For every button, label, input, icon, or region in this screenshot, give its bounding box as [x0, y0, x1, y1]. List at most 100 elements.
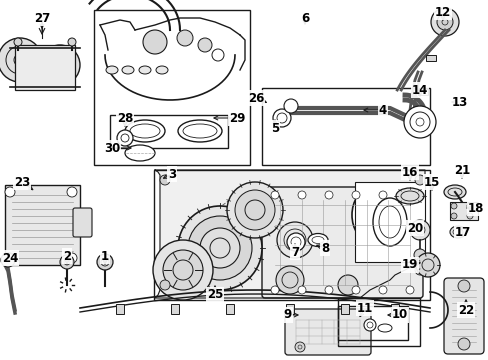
Circle shape — [226, 182, 283, 238]
Circle shape — [405, 286, 413, 294]
Circle shape — [363, 319, 375, 331]
FancyBboxPatch shape — [443, 278, 483, 354]
Text: 16: 16 — [401, 166, 417, 179]
Circle shape — [270, 286, 279, 294]
Bar — [354, 182, 424, 262]
Circle shape — [160, 175, 170, 185]
Circle shape — [97, 254, 113, 270]
Text: 17: 17 — [454, 225, 470, 238]
Ellipse shape — [125, 120, 164, 142]
Circle shape — [414, 265, 424, 275]
Text: 23: 23 — [14, 175, 30, 189]
Text: 27: 27 — [34, 12, 50, 24]
Circle shape — [378, 286, 386, 294]
Circle shape — [117, 130, 133, 146]
Text: 11: 11 — [356, 302, 372, 315]
Circle shape — [40, 45, 80, 85]
Circle shape — [413, 249, 425, 261]
Bar — [262, 88, 429, 165]
Bar — [340, 304, 348, 314]
FancyBboxPatch shape — [73, 208, 92, 237]
Circle shape — [276, 222, 312, 258]
Circle shape — [351, 286, 359, 294]
Circle shape — [270, 191, 279, 199]
Text: 28: 28 — [117, 112, 133, 125]
Circle shape — [436, 14, 452, 30]
Circle shape — [450, 203, 456, 209]
Circle shape — [466, 213, 472, 219]
Polygon shape — [155, 170, 424, 298]
Circle shape — [430, 8, 458, 36]
Circle shape — [160, 280, 170, 290]
Text: 20: 20 — [406, 221, 422, 234]
Ellipse shape — [372, 198, 406, 246]
Circle shape — [1, 253, 15, 267]
Circle shape — [60, 255, 74, 269]
Circle shape — [177, 30, 193, 46]
Bar — [390, 304, 398, 314]
Circle shape — [414, 175, 424, 185]
Text: 8: 8 — [320, 242, 328, 255]
Circle shape — [325, 286, 332, 294]
Circle shape — [67, 253, 77, 263]
Circle shape — [5, 187, 15, 197]
Circle shape — [297, 191, 305, 199]
Text: 13: 13 — [451, 95, 467, 108]
Circle shape — [178, 206, 262, 290]
Text: 1: 1 — [101, 249, 109, 262]
Text: 30: 30 — [103, 141, 120, 154]
Circle shape — [457, 280, 469, 292]
Bar — [15, 45, 75, 90]
Circle shape — [297, 286, 305, 294]
Text: 9: 9 — [284, 309, 291, 321]
Text: 15: 15 — [423, 175, 439, 189]
Circle shape — [235, 190, 274, 230]
Text: 18: 18 — [467, 202, 483, 215]
Circle shape — [0, 38, 42, 82]
Circle shape — [14, 38, 22, 46]
Circle shape — [163, 250, 203, 290]
Text: 26: 26 — [247, 91, 264, 104]
Ellipse shape — [122, 66, 134, 74]
Circle shape — [450, 213, 456, 219]
Ellipse shape — [106, 66, 118, 74]
Circle shape — [403, 106, 435, 138]
Circle shape — [337, 275, 357, 295]
Text: 10: 10 — [391, 309, 407, 321]
Bar — [337, 306, 407, 340]
Circle shape — [68, 38, 76, 46]
Bar — [225, 304, 234, 314]
Text: 7: 7 — [290, 246, 299, 258]
FancyBboxPatch shape — [285, 309, 370, 355]
Circle shape — [187, 216, 251, 280]
Circle shape — [409, 220, 429, 240]
Ellipse shape — [388, 230, 410, 260]
Bar — [116, 304, 124, 314]
Bar — [425, 55, 435, 61]
Ellipse shape — [449, 226, 465, 238]
Bar — [285, 304, 293, 314]
Text: 25: 25 — [206, 288, 223, 302]
Text: 3: 3 — [167, 167, 176, 180]
Bar — [154, 170, 429, 300]
Text: 29: 29 — [228, 112, 244, 125]
Text: 24: 24 — [2, 252, 18, 265]
Circle shape — [200, 228, 240, 268]
Text: 22: 22 — [457, 303, 473, 316]
Circle shape — [153, 240, 213, 300]
Circle shape — [457, 338, 469, 350]
Text: 4: 4 — [378, 104, 386, 117]
Circle shape — [272, 109, 290, 127]
Circle shape — [466, 203, 472, 209]
Circle shape — [415, 253, 439, 277]
Circle shape — [142, 30, 167, 54]
Circle shape — [198, 38, 212, 52]
Bar — [449, 202, 477, 220]
Text: 19: 19 — [401, 258, 417, 271]
Circle shape — [405, 191, 413, 199]
Ellipse shape — [125, 145, 155, 161]
Bar — [417, 89, 427, 95]
Text: 2: 2 — [63, 249, 71, 262]
Circle shape — [286, 233, 305, 251]
Circle shape — [325, 191, 332, 199]
